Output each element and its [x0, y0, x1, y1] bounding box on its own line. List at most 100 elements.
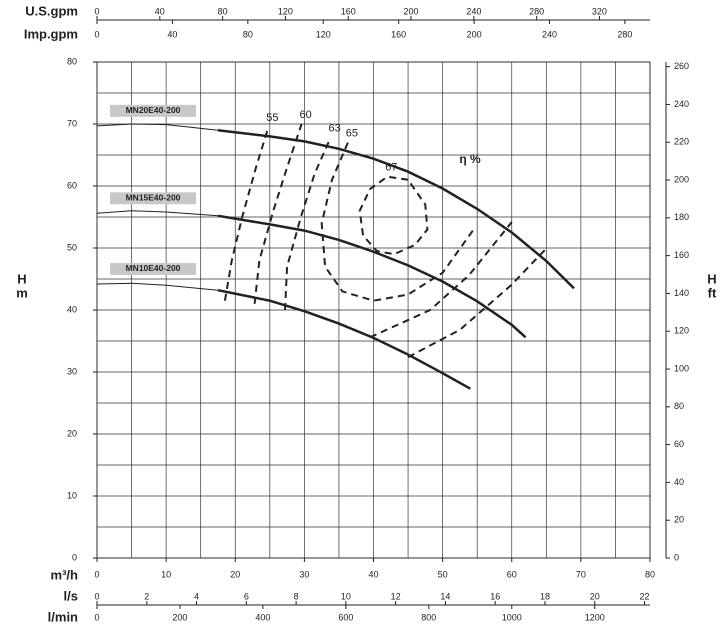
x-tick-label: 0	[94, 569, 99, 579]
tick-label: 4	[194, 591, 199, 601]
y-axis-unit: m	[16, 285, 28, 300]
pump-curve	[96, 210, 219, 217]
x-tick-label: 50	[438, 569, 448, 579]
y-axis-label: H	[17, 271, 26, 286]
y-tick-label: 0	[72, 552, 77, 562]
y-tick-label: 70	[67, 118, 77, 128]
tick-label: 0	[94, 6, 99, 16]
y2-tick-label: 140	[674, 288, 689, 298]
y2-tick-label: 60	[674, 439, 684, 449]
x-tick-label: 40	[368, 569, 378, 579]
tick-label: 320	[592, 6, 607, 16]
tick-label: 80	[243, 29, 253, 39]
tick-label: 280	[529, 6, 544, 16]
tick-label: 160	[391, 29, 406, 39]
tick-label: 120	[278, 6, 293, 16]
axis-label: Imp.gpm	[24, 26, 78, 41]
y2-tick-label: 160	[674, 250, 689, 260]
y-tick-label: 10	[67, 490, 77, 500]
tick-label: 200	[467, 29, 482, 39]
tick-label: 200	[404, 6, 419, 16]
pump-curve	[217, 214, 527, 339]
axis-label: U.S.gpm	[25, 3, 78, 18]
contour-label: 60	[299, 109, 311, 121]
tick-label: 2	[144, 591, 149, 601]
tick-label: 600	[338, 612, 353, 622]
tick-label: 160	[341, 6, 356, 16]
x-tick-label: 80	[645, 569, 655, 579]
axis-label: l/min	[48, 609, 78, 624]
legend-label: MN20E40-200	[126, 105, 181, 115]
tick-label: 22	[640, 591, 650, 601]
pump-curve	[96, 123, 219, 131]
tick-label: 18	[540, 591, 550, 601]
contour-label: 63	[329, 123, 341, 135]
y2-tick-label: 180	[674, 212, 689, 222]
contour-label: 67	[385, 162, 397, 174]
pump-curve	[96, 282, 219, 291]
legend-box	[110, 192, 196, 205]
tick-label: 20	[590, 591, 600, 601]
y-tick-label: 60	[67, 180, 77, 190]
y2-axis-unit: ft	[708, 285, 717, 300]
y2-tick-label: 120	[674, 326, 689, 336]
x-axis-label: m³/h	[51, 567, 79, 582]
efficiency-contour	[284, 137, 513, 339]
tick-label: 200	[172, 612, 187, 622]
tick-label: 8	[294, 591, 299, 601]
y2-tick-label: 100	[674, 363, 689, 373]
legend-label: MN15E40-200	[126, 193, 181, 203]
efficiency-label: η %	[459, 152, 481, 166]
tick-label: 10	[341, 591, 351, 601]
legend-label: MN10E40-200	[126, 263, 181, 273]
tick-label: 14	[440, 591, 450, 601]
efficiency-contour	[223, 126, 270, 301]
y-tick-label: 40	[67, 304, 77, 314]
tick-label: 240	[466, 6, 481, 16]
tick-label: 120	[316, 29, 331, 39]
tick-label: 0	[94, 612, 99, 622]
y2-tick-label: 40	[674, 477, 684, 487]
pump-curve	[217, 128, 575, 290]
y-tick-label: 80	[67, 56, 77, 66]
x-tick-label: 70	[576, 569, 586, 579]
tick-label: 12	[391, 591, 401, 601]
y2-tick-label: 200	[674, 174, 689, 184]
y2-tick-label: 220	[674, 137, 689, 147]
axis-label: l/s	[64, 588, 78, 603]
x-tick-label: 30	[299, 569, 309, 579]
x-tick-label: 10	[161, 569, 171, 579]
tick-label: 0	[94, 29, 99, 39]
tick-label: 400	[255, 612, 270, 622]
tick-label: 240	[542, 29, 557, 39]
tick-label: 800	[421, 612, 436, 622]
y2-tick-label: 80	[674, 401, 684, 411]
pump-curve	[217, 288, 471, 390]
efficiency-contour	[358, 175, 429, 256]
y2-tick-label: 20	[674, 515, 684, 525]
tick-label: 40	[155, 6, 165, 16]
tick-label: 280	[617, 29, 632, 39]
y2-tick-label: 260	[674, 61, 689, 71]
contour-label: 65	[346, 128, 358, 140]
legend-box	[110, 104, 196, 117]
y2-tick-label: 0	[674, 552, 679, 562]
y2-axis-label: H	[707, 271, 716, 286]
y2-tick-label: 240	[674, 99, 689, 109]
y-tick-label: 20	[67, 428, 77, 438]
efficiency-contour	[320, 142, 475, 302]
tick-label: 40	[167, 29, 177, 39]
tick-label: 1000	[502, 612, 522, 622]
x-tick-label: 20	[230, 569, 240, 579]
efficiency-contour	[253, 123, 546, 358]
y-tick-label: 50	[67, 242, 77, 252]
x-tick-label: 60	[507, 569, 517, 579]
contour-label: 55	[266, 112, 278, 124]
tick-label: 1200	[585, 612, 605, 622]
tick-label: 16	[490, 591, 500, 601]
y-tick-label: 30	[67, 366, 77, 376]
legend-box	[110, 262, 196, 275]
tick-label: 80	[218, 6, 228, 16]
tick-label: 6	[244, 591, 249, 601]
